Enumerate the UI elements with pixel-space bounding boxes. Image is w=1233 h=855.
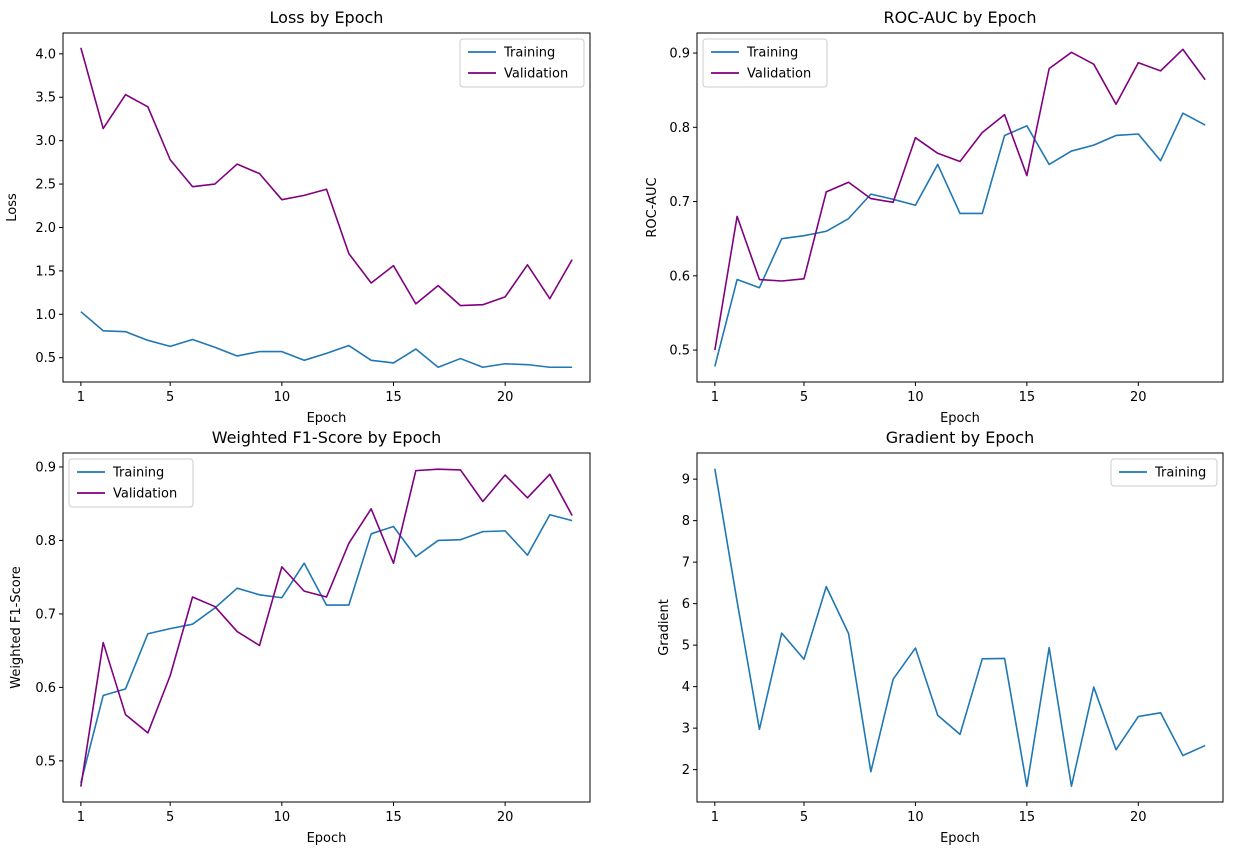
y-tick-label: 0.9 — [35, 460, 56, 475]
x-tick-label: 1 — [711, 390, 719, 405]
y-tick-label: 3 — [682, 722, 690, 737]
y-tick-label: 5 — [682, 639, 690, 654]
plot-frame — [62, 32, 591, 383]
legend: Training Validation — [702, 38, 828, 88]
x-tick-label: 15 — [385, 390, 402, 405]
y-tick-label: 0.9 — [669, 47, 690, 62]
x-axis-label: Epoch — [940, 411, 980, 426]
y-tick-label: 0.7 — [35, 607, 56, 622]
legend-label: Training — [1154, 466, 1206, 481]
y-tick-label: 4.0 — [35, 47, 56, 62]
x-tick-label: 20 — [497, 390, 514, 405]
y-tick-label: 0.8 — [35, 534, 56, 549]
x-tick-label: 10 — [907, 810, 924, 825]
series-line-training — [80, 513, 573, 784]
y-tick-label: 4 — [682, 680, 690, 695]
y-tick-label: 0.6 — [35, 681, 56, 696]
x-tick-label: 5 — [166, 390, 174, 405]
x-tick-label: 20 — [1130, 390, 1147, 405]
y-tick-label: 9 — [682, 473, 690, 488]
legend-label: Training — [503, 46, 555, 61]
series-line-validation — [714, 48, 1206, 351]
y-tick-label: 0.6 — [669, 269, 690, 284]
legend: Training — [1110, 458, 1218, 487]
y-tick-label: 0.5 — [35, 351, 56, 366]
y-axis-label: Gradient — [657, 599, 672, 656]
legend-label: Validation — [504, 67, 568, 82]
y-tick-label: 2.5 — [35, 178, 56, 193]
x-tick-label: 20 — [497, 810, 514, 825]
y-tick-label: 3.5 — [35, 91, 56, 106]
series-line-validation — [80, 47, 573, 307]
x-tick-label: 5 — [800, 390, 808, 405]
x-tick-label: 15 — [1019, 810, 1036, 825]
x-tick-label: 10 — [907, 390, 924, 405]
y-tick-label: 2.0 — [35, 221, 56, 236]
x-tick-label: 20 — [1130, 810, 1147, 825]
plot-frame — [696, 452, 1224, 803]
x-tick-label: 5 — [166, 810, 174, 825]
plot-frame — [696, 32, 1224, 383]
legend-box — [1110, 458, 1218, 487]
x-axis-label: Epoch — [307, 831, 347, 846]
y-tick-label: 2 — [682, 763, 690, 778]
x-axis-label: Epoch — [307, 411, 347, 426]
y-tick-label: 0.5 — [669, 344, 690, 359]
x-tick-label: 15 — [1019, 390, 1036, 405]
legend: Training Validation — [459, 38, 585, 88]
x-tick-label: 10 — [274, 810, 291, 825]
plot-frame — [62, 452, 591, 803]
legend-label: Validation — [113, 487, 177, 502]
x-tick-label: 15 — [385, 810, 402, 825]
legend-box — [459, 38, 585, 88]
y-tick-label: 0.7 — [669, 195, 690, 210]
x-tick-label: 1 — [711, 810, 719, 825]
legend-label: Training — [112, 466, 164, 481]
chart-title: Loss by Epoch — [270, 8, 384, 27]
y-axis-label: Loss — [5, 193, 20, 222]
x-axis-label: Epoch — [940, 831, 980, 846]
x-tick-label: 10 — [274, 390, 291, 405]
y-tick-label: 6 — [682, 597, 690, 612]
y-tick-label: 0.8 — [669, 121, 690, 136]
y-axis-label: Weighted F1-Score — [9, 566, 24, 689]
y-axis-label: ROC-AUC — [645, 177, 660, 237]
x-tick-label: 1 — [77, 390, 85, 405]
legend-label: Training — [746, 46, 798, 61]
y-tick-label: 7 — [682, 556, 690, 571]
legend-label: Validation — [747, 67, 811, 82]
chart-title: ROC-AUC by Epoch — [884, 8, 1037, 27]
y-tick-label: 1.5 — [35, 264, 56, 279]
y-tick-label: 3.0 — [35, 134, 56, 149]
series-line-training — [80, 311, 573, 369]
series-line-validation — [80, 468, 573, 787]
series-line-training — [714, 468, 1206, 788]
legend-box — [702, 38, 828, 88]
y-tick-label: 1.0 — [35, 308, 56, 323]
y-tick-label: 0.5 — [35, 754, 56, 769]
legend-box — [68, 458, 194, 508]
chart-title: Gradient by Epoch — [886, 428, 1034, 447]
series-line-training — [714, 112, 1206, 367]
x-tick-label: 5 — [800, 810, 808, 825]
y-tick-label: 8 — [682, 514, 690, 529]
legend: Training Validation — [68, 458, 194, 508]
chart-title: Weighted F1-Score by Epoch — [212, 428, 442, 447]
x-tick-label: 1 — [77, 810, 85, 825]
